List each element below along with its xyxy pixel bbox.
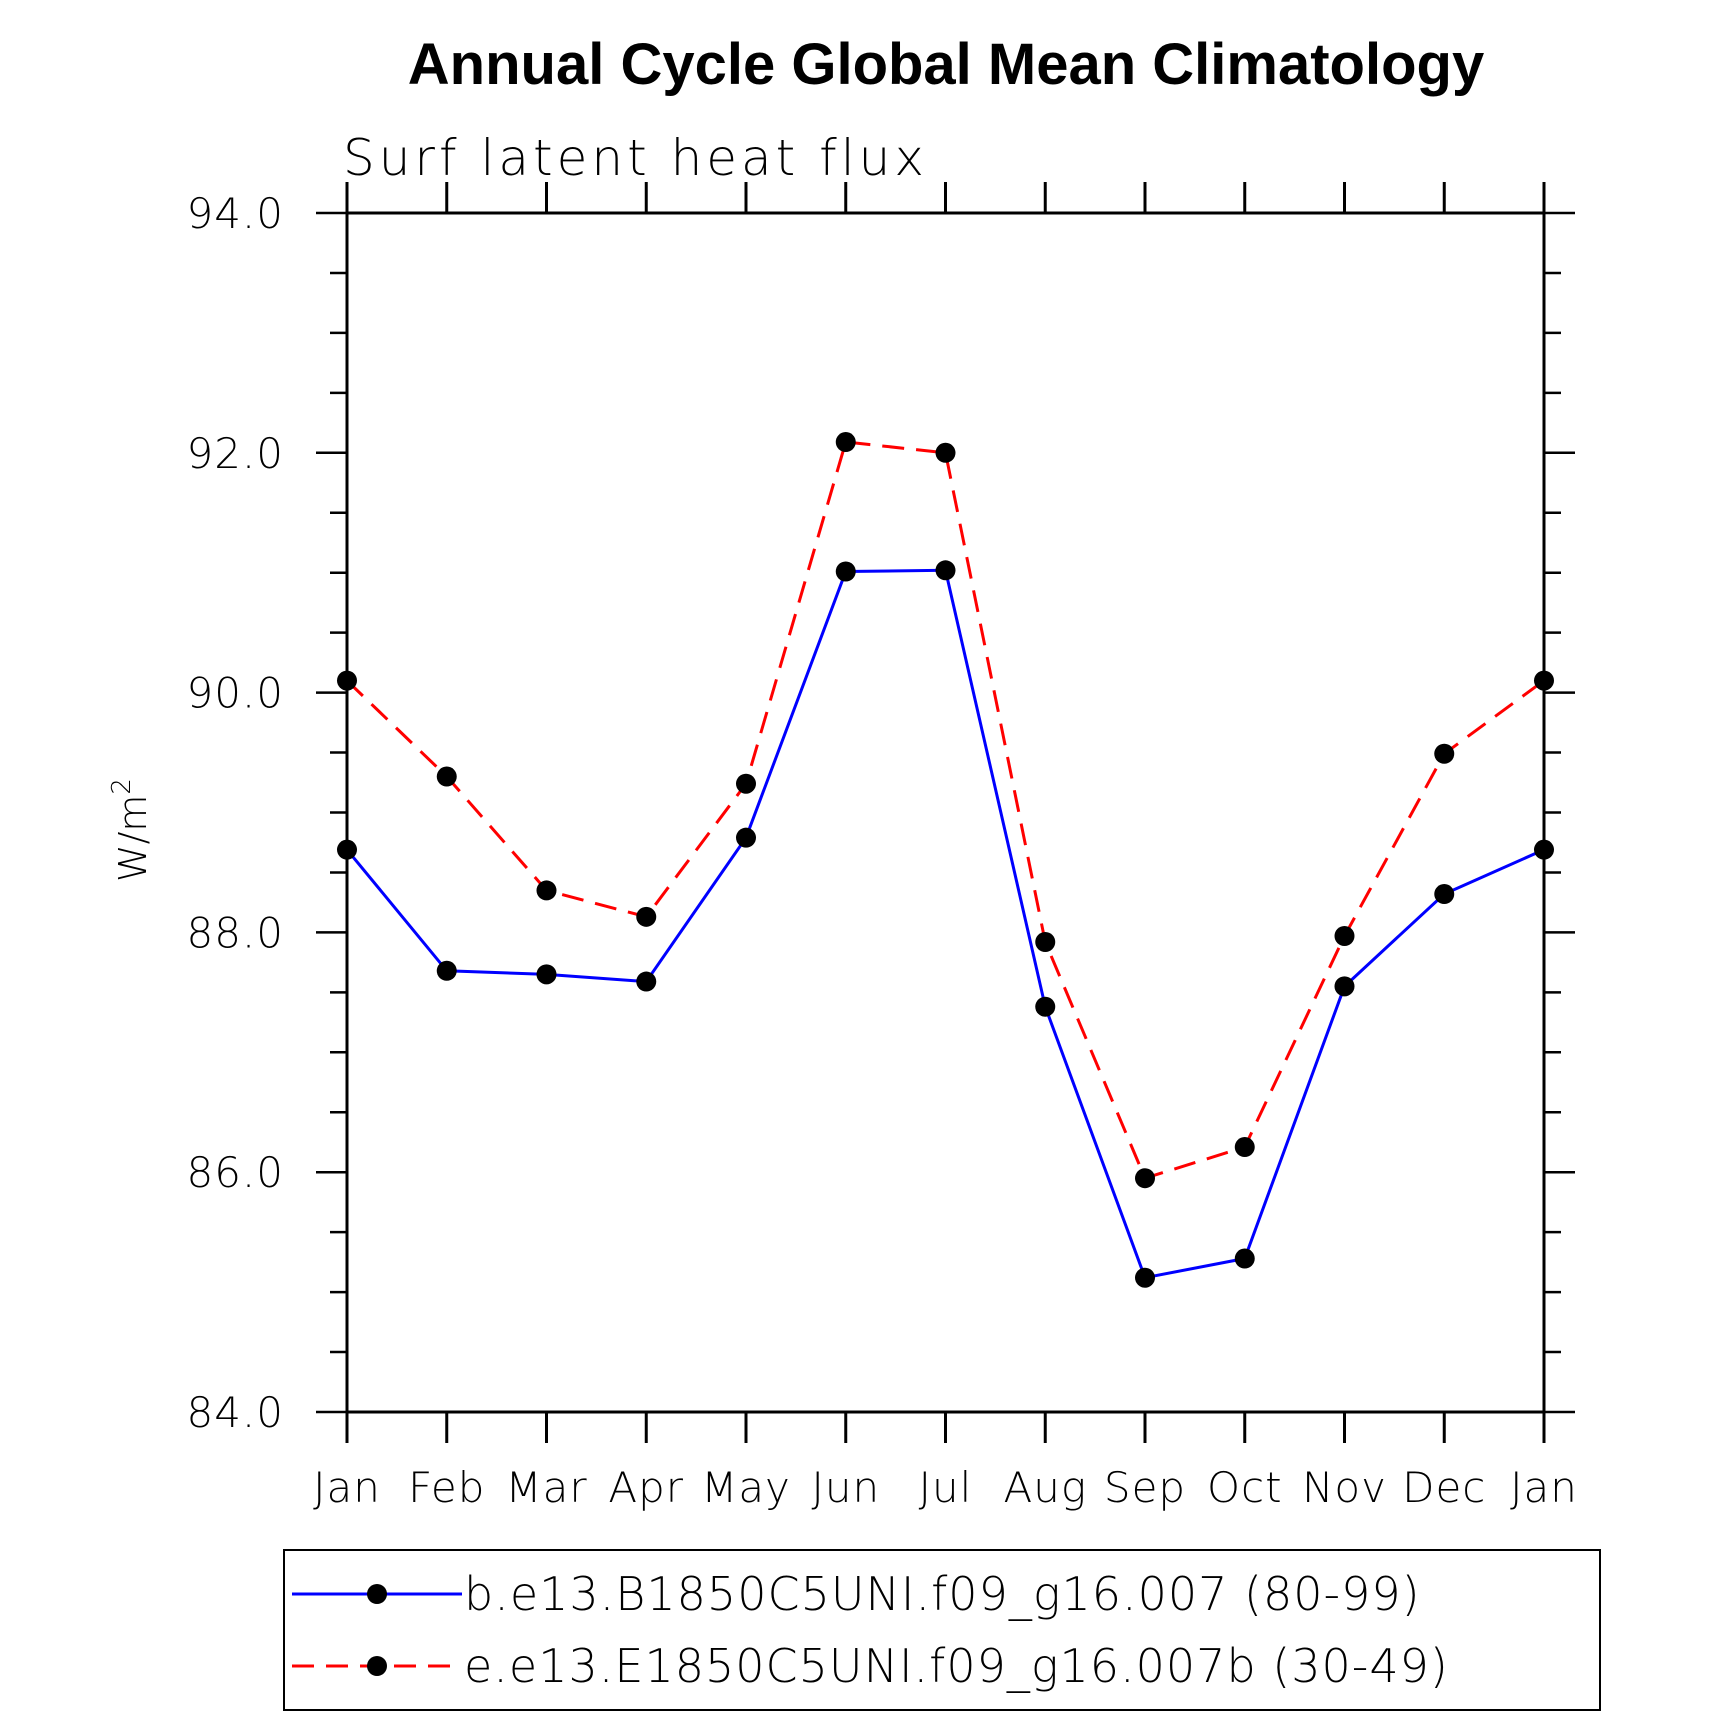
data-point-series-2 <box>1035 931 1056 952</box>
y-tick-label: 86.0 <box>186 1148 284 1197</box>
y-tick-label: 88.0 <box>186 908 284 957</box>
data-point-series-2 <box>1234 1137 1255 1158</box>
data-point-series-2 <box>835 432 856 453</box>
data-point-series-1 <box>1534 839 1554 860</box>
series-line-1 <box>345 568 1545 1280</box>
data-point-series-2 <box>1334 925 1355 946</box>
chart-subtitle: Surf latent heat flux <box>343 129 928 187</box>
x-tick-label: Jun <box>811 1463 880 1512</box>
data-point-series-1 <box>736 827 756 848</box>
data-point-series-1 <box>935 560 956 581</box>
data-point-series-2 <box>1534 670 1554 691</box>
data-point-series-1 <box>536 964 557 985</box>
y-axis-label-text: W/m <box>111 795 155 882</box>
data-point-series-2 <box>636 906 657 927</box>
x-tick-label: Aug <box>1003 1463 1087 1512</box>
legend-label-2: e.e13.E1850C5UNI.f09_g16.007b (30-49) <box>464 1639 1449 1693</box>
y-tick-label: 90.0 <box>186 669 284 718</box>
data-point-series-1 <box>436 960 457 981</box>
data-point-series-2 <box>1434 743 1455 764</box>
legend-box <box>283 1549 1601 1711</box>
data-point-series-1 <box>636 971 657 992</box>
data-point-series-1 <box>1135 1267 1155 1288</box>
x-tick-label: Apr <box>608 1463 684 1512</box>
x-tick-label: Sep <box>1104 1463 1186 1512</box>
y-tick-labels: 84.0 86.0 88.0 90.0 92.0 94.0 <box>186 189 284 1437</box>
chart-title: Annual Cycle Global Mean Climatology <box>408 32 1484 97</box>
x-tick-label: Jul <box>919 1463 973 1512</box>
series-line-2 <box>345 440 1545 1181</box>
data-point-series-2 <box>536 880 557 901</box>
x-tick-label: Dec <box>1402 1463 1486 1512</box>
data-point-series-2 <box>1135 1168 1155 1189</box>
x-tick-label: May <box>701 1463 791 1512</box>
y-axis-label: W/m2 <box>107 778 155 882</box>
y-tick-label: 84.0 <box>186 1388 284 1437</box>
data-point-series-2 <box>436 766 457 787</box>
data-point-series-2 <box>935 442 956 463</box>
series-group <box>337 432 1554 1288</box>
data-point-series-2 <box>736 773 756 794</box>
y-tick-label: 94.0 <box>186 189 284 238</box>
data-point-series-1 <box>337 839 357 860</box>
y-tick-label: 92.0 <box>186 429 284 478</box>
axis-ticks <box>316 182 1575 1443</box>
x-tick-labels: Jan Feb Mar Apr May Jun Jul Aug Sep Oct Nov Dec Jan <box>313 1463 1578 1512</box>
x-tick-label: Nov <box>1302 1463 1387 1512</box>
data-point-series-1 <box>1035 996 1056 1017</box>
data-point-series-2 <box>337 670 357 691</box>
data-point-series-1 <box>1334 976 1355 997</box>
x-tick-label: Mar <box>505 1463 587 1512</box>
legend-marker-2 <box>367 1656 387 1676</box>
data-point-series-1 <box>1234 1248 1255 1269</box>
plot-frame <box>345 211 1546 1414</box>
y-axis-label-superscript: 2 <box>107 778 137 795</box>
legend-marker-1 <box>367 1584 387 1604</box>
x-tick-label: Feb <box>408 1463 485 1512</box>
legend-label-1: b.e13.B1850C5UNI.f09_g16.007 (80-99) <box>464 1567 1421 1621</box>
data-point-series-1 <box>835 561 856 582</box>
data-point-series-1 <box>1434 884 1455 905</box>
legend: b.e13.B1850C5UNI.f09_g16.007 (80-99) e.e1… <box>292 1567 1449 1693</box>
x-tick-label: Jan <box>1510 1463 1578 1512</box>
x-tick-label: Oct <box>1207 1463 1283 1512</box>
x-tick-label: Jan <box>313 1463 381 1512</box>
